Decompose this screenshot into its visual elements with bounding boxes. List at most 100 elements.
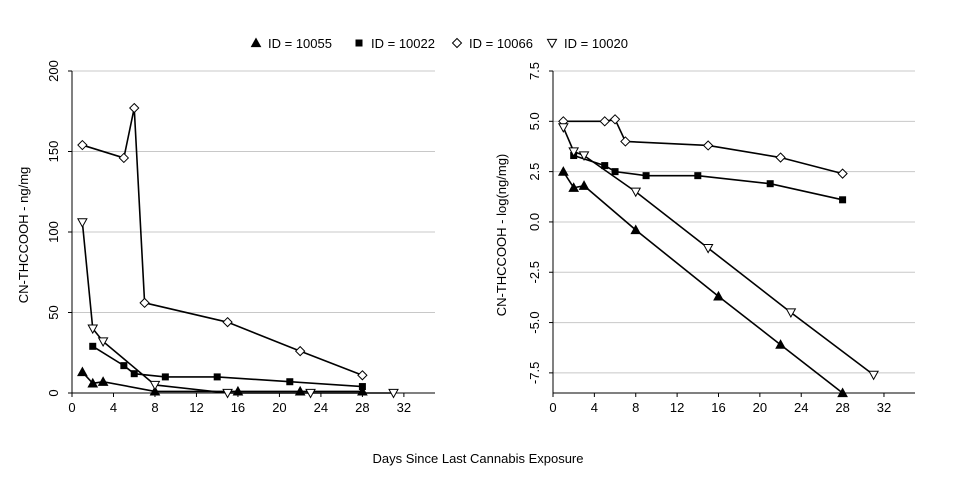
y-tick-label: -5.0 bbox=[527, 311, 542, 333]
x-tick-label: 28 bbox=[355, 400, 369, 415]
data-point bbox=[837, 168, 848, 179]
data-point bbox=[130, 370, 138, 378]
y-axis-title: CN-THCCOOH - log(ng/mg) bbox=[494, 154, 509, 317]
series-10022 bbox=[89, 342, 366, 391]
data-point bbox=[611, 168, 619, 176]
x-tick-label: 24 bbox=[794, 400, 808, 415]
y-tick-label: 2.5 bbox=[527, 163, 542, 181]
series-line bbox=[81, 371, 363, 393]
data-point bbox=[568, 147, 580, 158]
x-tick-label: 8 bbox=[151, 400, 158, 415]
data-point bbox=[149, 385, 161, 396]
shared-x-axis-title: Days Since Last Cannabis Exposure bbox=[372, 451, 583, 466]
x-tick-label: 8 bbox=[632, 400, 639, 415]
x-tick-label: 16 bbox=[231, 400, 245, 415]
y-tick-label: -7.5 bbox=[527, 362, 542, 384]
y-tick-label: 150 bbox=[46, 141, 61, 163]
x-tick-label: 0 bbox=[549, 400, 556, 415]
y-tick-label: 50 bbox=[46, 305, 61, 319]
data-point bbox=[839, 196, 847, 204]
x-tick-label: 32 bbox=[397, 400, 411, 415]
gridlines bbox=[72, 70, 435, 313]
series-10066 bbox=[77, 102, 368, 381]
x-tick-label: 0 bbox=[68, 400, 75, 415]
y-axis-title: CN-THCCOOH - ng/mg bbox=[16, 167, 31, 304]
y-tick-label: 200 bbox=[46, 60, 61, 82]
data-point bbox=[118, 152, 130, 164]
series-10055 bbox=[77, 366, 368, 396]
data-point bbox=[358, 383, 366, 391]
legend-item: ID = 10066 bbox=[451, 36, 533, 51]
x-tick-label: 20 bbox=[272, 400, 286, 415]
data-point bbox=[97, 376, 109, 386]
data-point bbox=[694, 172, 702, 180]
series-10022 bbox=[570, 152, 847, 204]
legend-label: ID = 10020 bbox=[564, 36, 628, 51]
data-point bbox=[766, 180, 774, 188]
data-point bbox=[161, 373, 169, 381]
data-point bbox=[578, 151, 590, 162]
data-point bbox=[87, 324, 99, 335]
data-point bbox=[286, 378, 294, 386]
data-point bbox=[702, 140, 714, 151]
y-tick-label: 5.0 bbox=[527, 112, 542, 130]
data-point bbox=[357, 370, 368, 381]
series-line bbox=[573, 154, 843, 201]
x-tick-label: 32 bbox=[877, 400, 891, 415]
series-line bbox=[82, 107, 363, 377]
series-10020 bbox=[77, 218, 399, 399]
data-point bbox=[642, 172, 650, 180]
legend-label: ID = 10066 bbox=[469, 36, 533, 51]
x-tick-label: 16 bbox=[711, 400, 725, 415]
data-point bbox=[557, 166, 569, 176]
y-tick-label: 0 bbox=[46, 389, 61, 396]
x-tick-label: 4 bbox=[591, 400, 598, 415]
series-10020 bbox=[557, 123, 879, 381]
legend-marker bbox=[355, 39, 363, 47]
data-point bbox=[388, 388, 399, 399]
data-point bbox=[578, 180, 590, 190]
x-tick-label: 12 bbox=[670, 400, 684, 415]
legend: ID = 10055 ID = 10022 ID = 10066 ID = 10020 bbox=[250, 36, 628, 51]
data-point bbox=[568, 182, 580, 192]
data-point bbox=[129, 102, 140, 114]
x-tick-label: 24 bbox=[314, 400, 328, 415]
data-point bbox=[120, 362, 128, 370]
series-line bbox=[81, 222, 394, 394]
x-tick-label: 20 bbox=[753, 400, 767, 415]
data-point bbox=[868, 370, 879, 381]
series-line bbox=[562, 127, 875, 376]
legend-marker bbox=[250, 37, 262, 48]
legend-item: ID = 10020 bbox=[546, 36, 628, 51]
data-point bbox=[305, 388, 316, 399]
legend-marker bbox=[546, 38, 558, 49]
series-line bbox=[562, 171, 844, 394]
data-point bbox=[713, 290, 724, 301]
data-point bbox=[97, 337, 109, 348]
data-point bbox=[77, 139, 88, 151]
chart-left-linear: 0 4 8 12 16 20 24 28 32 0 50 100 150 200 CN-THCCOOH - … bbox=[16, 60, 435, 415]
data-point bbox=[77, 366, 88, 377]
y-tick-label: 0.0 bbox=[527, 213, 542, 231]
data-point bbox=[630, 224, 642, 235]
x-tick-label: 12 bbox=[189, 400, 203, 415]
data-point bbox=[89, 342, 97, 350]
data-point bbox=[785, 308, 797, 319]
data-point bbox=[557, 123, 569, 133]
data-point bbox=[620, 136, 631, 147]
data-point bbox=[222, 388, 233, 399]
data-point bbox=[775, 152, 786, 163]
chart-right-log: 0 4 8 12 16 20 24 28 32 -7.5 -5.0 -2.5 0.0 2.5 5.0 7.5 C… bbox=[494, 62, 915, 415]
y-tick-label: -2.5 bbox=[527, 261, 542, 283]
legend-marker bbox=[451, 37, 463, 49]
series-10066 bbox=[558, 114, 848, 179]
data-point bbox=[601, 162, 609, 170]
data-point bbox=[77, 218, 88, 228]
legend-label: ID = 10022 bbox=[371, 36, 435, 51]
x-tick-label: 4 bbox=[110, 400, 117, 415]
data-point bbox=[630, 187, 642, 198]
data-point bbox=[599, 116, 610, 127]
data-point bbox=[87, 377, 99, 388]
